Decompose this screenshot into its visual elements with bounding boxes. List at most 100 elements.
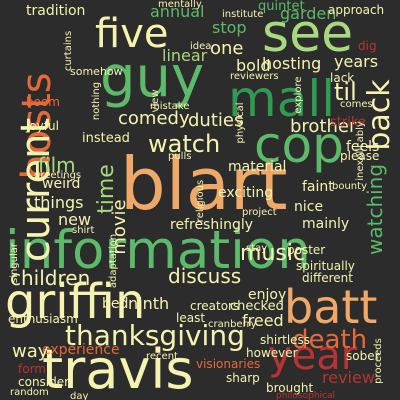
word-information: information [5,220,311,281]
word-refreshingly: refreshingly [170,217,254,233]
word-bounty: bounty [332,181,367,192]
word-proceeds: proceeds [373,338,384,384]
word-duties: duties [188,110,244,131]
word-approach: approach [328,3,385,17]
word-enthusiasm: enthusiasm [8,312,78,326]
word-weird: weird [42,176,81,192]
word-brother: brother [290,116,357,137]
word-religious: religious [195,179,206,223]
word-physical: physical [235,102,246,144]
word-five: five [95,11,169,57]
word-years: years [334,52,379,71]
word-reviewers: reviewers [230,71,279,82]
word-travis: travis [42,338,194,400]
word-review: review [322,368,375,387]
word-consider: consider [18,375,70,389]
word-nothing: nothing [91,81,102,121]
word-please: please [340,149,380,163]
word-griffin: griffin [5,274,146,330]
word-cranberry: cranberry [208,319,257,330]
word-things: things [34,193,84,212]
word-idea: idea [190,41,212,52]
word-inexplicably: inexplicably [355,121,366,181]
word-poster: poster [287,243,326,257]
word-freed: freed [242,311,284,330]
word-view: view [150,89,161,113]
word-thanksgiving: thanksgiving [65,319,245,352]
word-year: year [268,333,358,379]
word-checked: checked [230,299,284,314]
word-tradition: tradition [26,3,86,19]
word-linear: linear [162,46,208,65]
word-spiritually: spiritually [296,259,355,273]
word-different: different [302,271,353,285]
word-boom: boom [26,95,60,109]
word-philosophical: philosophical [276,391,336,400]
word-stay: stay [246,243,268,254]
word-cop: cop [254,116,344,174]
word-experience: experience [42,342,120,358]
word-til: til [334,78,357,106]
word-enjoy: enjoy [248,287,287,303]
word-random: random [10,387,49,398]
word-garden: garden [280,4,337,23]
word-mistake: mistake [150,101,190,112]
word-creators: creators [190,299,240,313]
word-sober: sober [346,349,380,363]
word-exciting: exciting [218,185,274,201]
word-one: one [210,38,244,59]
word-development: explore [293,76,304,114]
word-singular: singular [9,242,20,284]
word-curtains: curtains [63,30,74,72]
word-project: project [242,207,277,218]
word-guy: guy [100,45,205,110]
word-film: film [38,153,76,177]
word-sharp: sharp [226,371,260,385]
word-hosting: hosting [262,54,322,73]
word-pulls: pulls [168,151,192,162]
word-greetings: greetings [34,170,82,181]
word-instead: instead [82,131,130,146]
word-brought: brought [266,381,314,395]
word-music: music [240,241,306,266]
word-nice: nice [294,199,324,215]
word-new: new [58,210,92,229]
word-shirtless: shirtless [260,333,311,347]
word-recent: recent [146,351,178,362]
word-form: form [18,362,46,376]
word-material: material [228,159,287,175]
word-death: death [292,325,368,355]
word-comes: comes [340,99,373,110]
word-bed: bed [102,296,129,312]
word-adaptation: adaptation [108,233,119,289]
word-children: children [10,266,91,290]
word-batt: batt [284,280,378,334]
word-ninth: ninth [128,294,170,313]
word-institute: institute [222,9,264,20]
word-feels: feels [346,139,380,155]
word-dig: dig [358,39,377,53]
word-stop: stop [212,18,247,37]
word-blart: blart [120,142,288,226]
word-discuss: discuss [168,264,242,288]
word-somehow: somehow [70,65,123,78]
word-mentally: mentally [158,0,202,10]
word-faint: faint [302,179,334,195]
word-lack: lack [330,71,355,85]
word-annual: annual [150,2,205,21]
word-joyful: joyful [26,119,59,133]
word-visionaries: visionaries [196,357,261,371]
word-bold: bold [236,56,271,75]
word-comedy: comedy [118,108,190,129]
word-quintet: quintet [258,0,305,14]
word-however: however [246,346,298,360]
word-mainly: mainly [302,216,350,232]
word-least: least [176,311,206,325]
word-see: see [262,4,354,64]
word-way: way [12,341,49,362]
word-watch: watch [148,130,221,158]
word-strike: strike [330,115,366,130]
word-watching: watching [363,163,387,255]
word-shirt: shirt [72,225,95,236]
